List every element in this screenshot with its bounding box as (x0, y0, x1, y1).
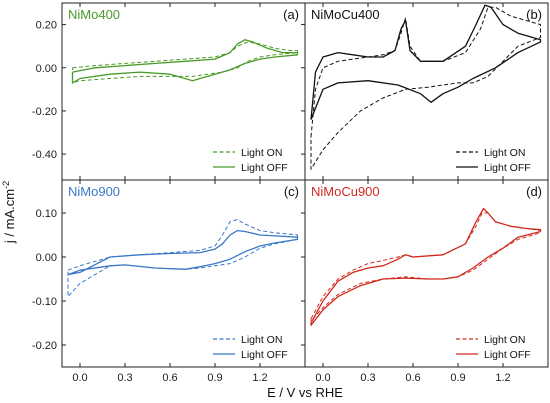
x-tick-label: 0.9 (450, 372, 465, 384)
panel-label: (d) (526, 184, 542, 199)
series-light-on-line (310, 6, 541, 170)
series-light-on-line (310, 212, 541, 322)
legend-label: Light ON (241, 334, 282, 346)
legend-label: Light ON (484, 147, 525, 159)
x-tick-label: 0.6 (162, 372, 177, 384)
panel-title: NiMoCu900 (311, 184, 380, 199)
x-tick-label: 0.6 (405, 372, 420, 384)
panel-b: NiMoCu400 (b) Light ON Light OFF (304, 2, 549, 181)
x-tick-label: 0.0 (315, 372, 330, 384)
panel-c: 0.0 0.3 0.6 0.9 1.2 0.10 0.00 -0.10 -0.20 NiMo900… (32, 179, 306, 384)
y-tick-label: -0.40 (32, 149, 57, 161)
legend-label: Light ON (241, 147, 282, 159)
x-tick-label: 0.3 (117, 372, 132, 384)
y-tick-label: -0.20 (32, 106, 57, 118)
y-tick-label: 0.20 (36, 20, 57, 32)
series-light-off-line (71, 39, 299, 84)
y-tick-label: -0.10 (32, 296, 57, 308)
panel-label: (b) (526, 7, 542, 22)
panel-title: NiMo400 (68, 7, 120, 22)
panel-title: NiMo900 (68, 184, 120, 199)
legend-label: Light OFF (484, 162, 531, 174)
x-tick-label: 0.0 (72, 372, 87, 384)
series-light-off-line (310, 4, 542, 120)
panel-title: NiMoCu400 (311, 7, 380, 22)
legend-label: Light OFF (484, 349, 531, 361)
x-tick-label: 0.9 (207, 372, 222, 384)
x-axis-label: E / V vs RHE (267, 385, 343, 400)
y-tick-label: 0.10 (36, 208, 57, 220)
x-tick-label: 0.3 (360, 372, 375, 384)
series-light-on-line (67, 219, 298, 298)
y-tick-label: -0.20 (32, 340, 57, 352)
panel-a: 0.20 0.00 -0.20 -0.40 NiMo400 (a) Light ON Ligh… (32, 2, 306, 181)
y-tick-label: 0.00 (36, 63, 57, 75)
panel-label: (a) (283, 7, 299, 22)
series-light-off-line (67, 229, 299, 276)
y-axis-label: j / mA.cm-2 (1, 181, 17, 244)
x-tick-label: 1.2 (252, 372, 267, 384)
series-light-off-line (310, 207, 542, 326)
series-light-on-line (72, 41, 298, 84)
legend-label: Light ON (484, 334, 525, 346)
legend-label: Light OFF (241, 349, 288, 361)
legend-label: Light OFF (241, 162, 288, 174)
panel-d: 0.0 0.3 0.6 0.9 1.2 NiMoCu900 (d) Light ON Light… (304, 179, 549, 384)
x-tick-label: 1.2 (495, 372, 510, 384)
panel-frame (304, 179, 549, 368)
y-tick-label: 0.00 (36, 252, 57, 264)
panel-label: (c) (284, 184, 299, 199)
